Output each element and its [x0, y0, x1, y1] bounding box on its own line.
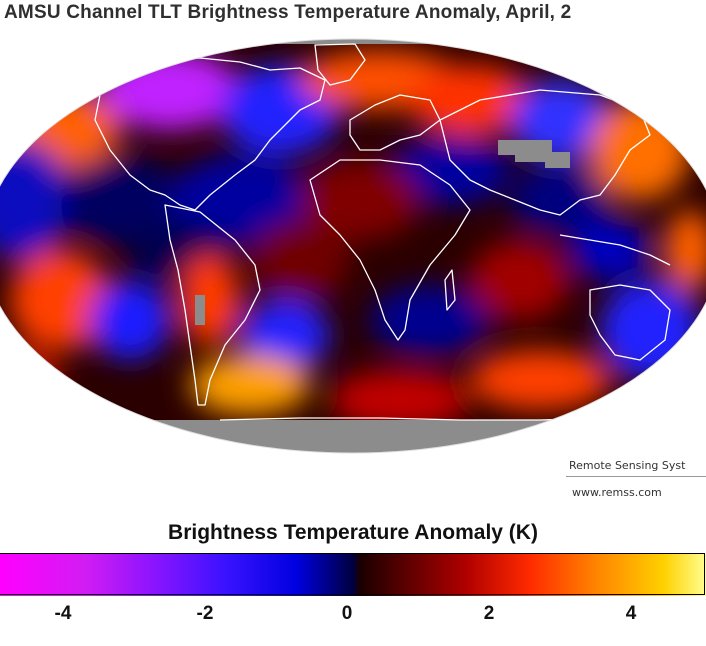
colorbar-tick-neg2: -2 — [196, 603, 214, 624]
coast-europe — [349, 94, 441, 151]
anomaly-map — [0, 38, 706, 454]
anomaly-field — [0, 50, 706, 430]
coast-north-america — [94, 57, 326, 211]
map-globe — [0, 39, 706, 453]
colorbar — [0, 554, 706, 596]
coast-australia — [589, 284, 671, 361]
colorbar-tick-4: 4 — [625, 603, 637, 624]
credit-url: www.remss.com — [572, 486, 662, 499]
colorbar-title: Brightness Temperature Anomaly (K) — [168, 521, 538, 544]
colorbar-tick-neg4: -4 — [54, 603, 72, 624]
coast-indonesia — [559, 234, 671, 266]
colorbar-tick-2: 2 — [483, 603, 495, 624]
no-data-andes — [195, 295, 205, 325]
credit-text: Remote Sensing Syst — [569, 459, 686, 472]
map-title: AMSU Channel TLT Brightness Temperature … — [4, 2, 572, 23]
coast-madagascar — [444, 269, 456, 311]
colorbar-tick-0: 0 — [341, 603, 353, 624]
no-data-arctic — [0, 39, 706, 44]
credit-divider — [566, 476, 706, 477]
no-data-antarctica — [0, 420, 706, 453]
coast-africa — [309, 159, 471, 341]
coastlines — [94, 43, 671, 421]
coast-antarctica — [219, 417, 601, 421]
colorbar-frame — [0, 553, 705, 595]
coast-greenland — [314, 43, 366, 86]
no-data-tibet — [498, 140, 570, 168]
map-border — [0, 38, 706, 454]
coast-asia — [439, 89, 651, 216]
coast-south-america — [164, 204, 261, 406]
